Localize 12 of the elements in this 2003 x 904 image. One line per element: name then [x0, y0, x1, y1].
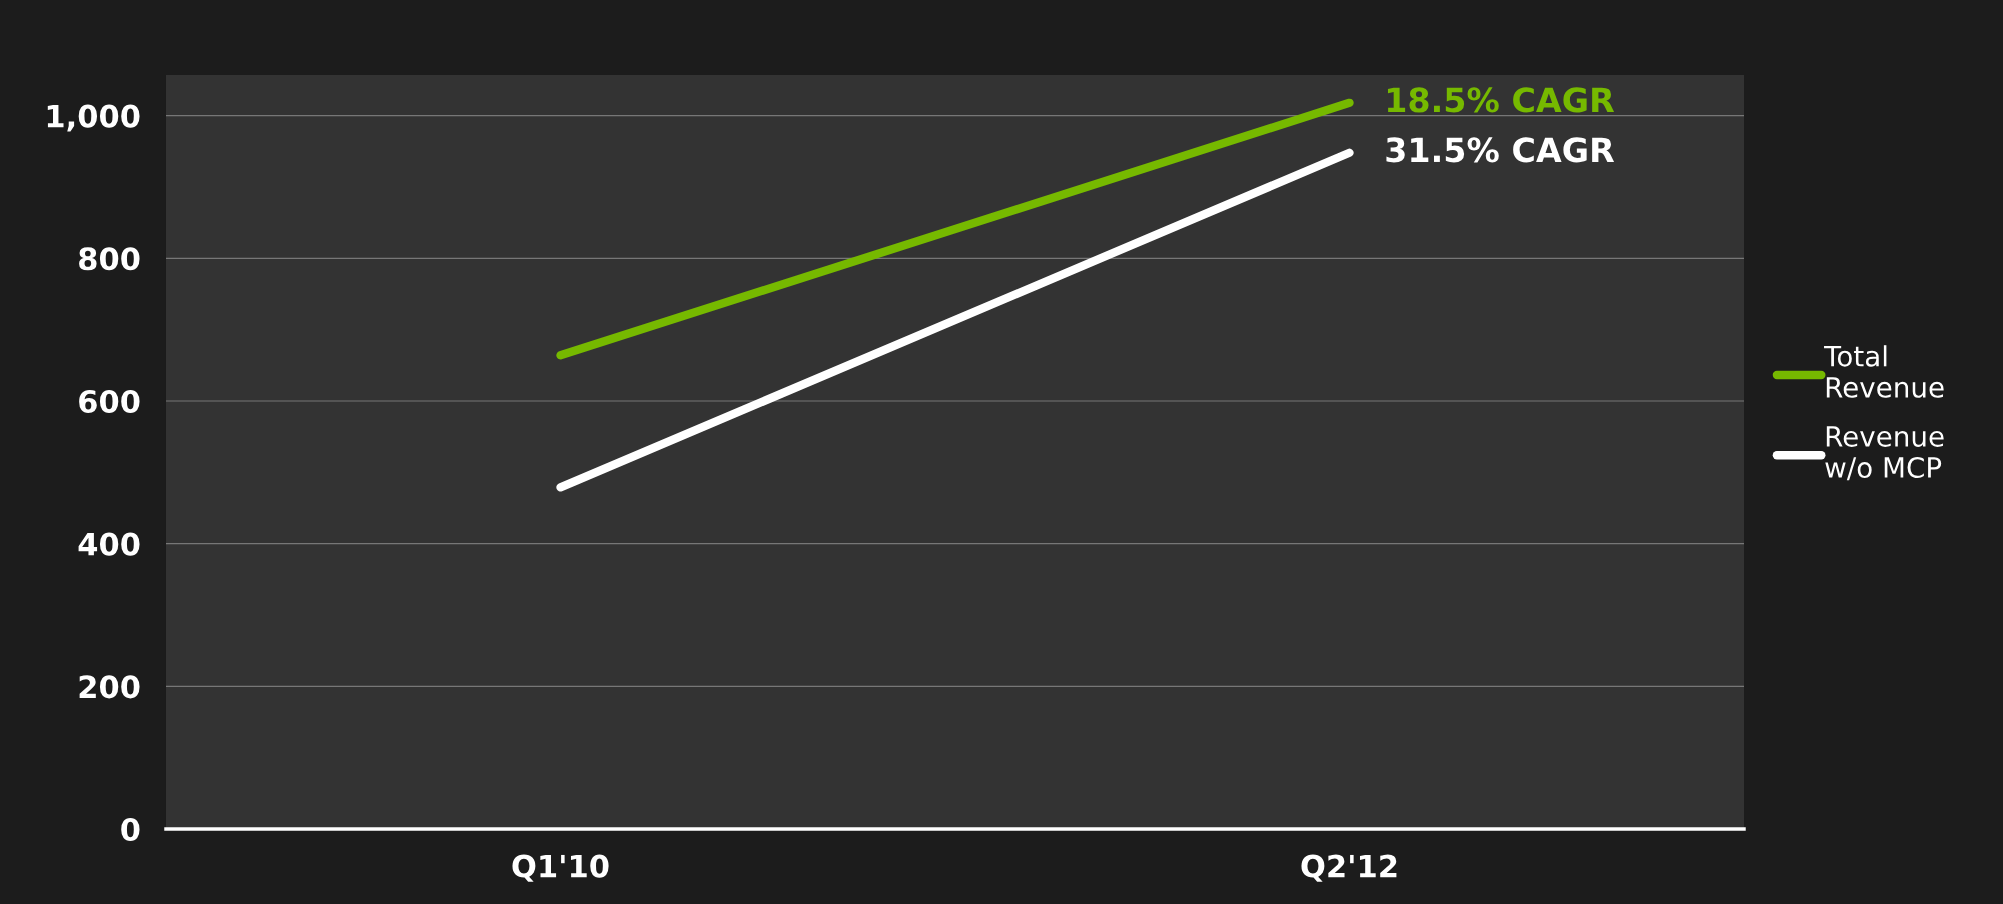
x-tick-label: Q1'10	[512, 854, 609, 882]
legend-label: Total Revenue	[1824, 345, 1944, 398]
y-tick-label: 1,000	[47, 104, 140, 132]
annotation: 18.5% CAGR	[1387, 87, 1615, 113]
x-tick-label: Q2'12	[1301, 854, 1397, 882]
y-tick-label: 400	[78, 532, 140, 556]
y-tick-label: 600	[79, 389, 140, 414]
annotation: 31.5% CAGR	[1386, 137, 1615, 163]
y-tick-label: 800	[79, 247, 140, 271]
y-tick-label: 0	[121, 817, 140, 842]
legend-label: Revenue w/o MCP	[1825, 426, 1944, 481]
y-tick-label: 200	[79, 675, 140, 699]
